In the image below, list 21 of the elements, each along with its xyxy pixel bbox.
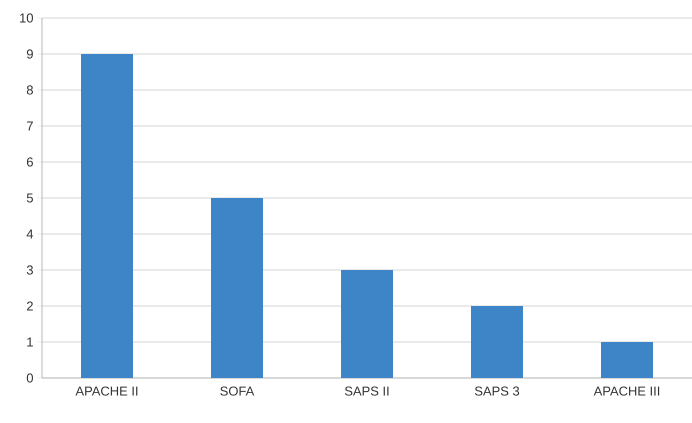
y-tick-label: 0	[26, 373, 33, 383]
y-tick-label: 4	[26, 230, 34, 238]
bar	[471, 306, 524, 378]
x-tick-label: SAPS 3	[474, 386, 520, 396]
x-tick-label: SAPS II	[344, 386, 388, 396]
y-tick-label: 1	[27, 338, 33, 346]
bar	[211, 198, 264, 378]
y-tick-label: 8	[26, 85, 33, 95]
bar	[341, 270, 394, 378]
y-tick-label: 6	[26, 157, 33, 167]
y-tick-label: 9	[26, 49, 33, 59]
x-tick-label: APACHE III	[594, 386, 660, 396]
y-tick-label: 7	[26, 122, 33, 130]
x-tick-label: SOFA	[220, 386, 254, 396]
x-tick-label: APACHE II	[75, 386, 138, 396]
bar	[601, 342, 654, 378]
y-tick-label: 5	[26, 193, 33, 203]
y-tick-label: 10	[20, 13, 33, 23]
bar	[81, 54, 133, 378]
y-tick-label: 2	[26, 301, 33, 311]
y-tick-label: 3	[26, 265, 33, 275]
